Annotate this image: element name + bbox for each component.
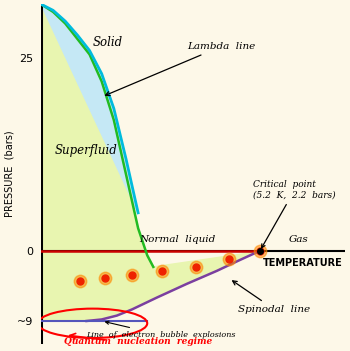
Text: Spinodal  line: Spinodal line <box>233 281 310 314</box>
Text: Normal  liquid: Normal liquid <box>139 236 216 244</box>
Text: Superfluid: Superfluid <box>55 145 118 158</box>
Polygon shape <box>41 4 138 213</box>
Polygon shape <box>41 4 260 321</box>
Polygon shape <box>41 4 138 213</box>
Text: Line  of  electron  bubble  explosions: Line of electron bubble explosions <box>86 321 236 339</box>
Text: Solid: Solid <box>93 36 123 49</box>
Text: Lambda  line: Lambda line <box>106 42 255 95</box>
Text: Quantum  nucleation  regime: Quantum nucleation regime <box>64 337 212 346</box>
Text: Critical  point
(5.2  K,  2.2  bars): Critical point (5.2 K, 2.2 bars) <box>253 180 336 248</box>
Text: TEMPERATURE: TEMPERATURE <box>263 258 343 267</box>
Text: Gas: Gas <box>289 236 309 244</box>
Y-axis label: PRESSURE  (bars): PRESSURE (bars) <box>4 131 14 218</box>
